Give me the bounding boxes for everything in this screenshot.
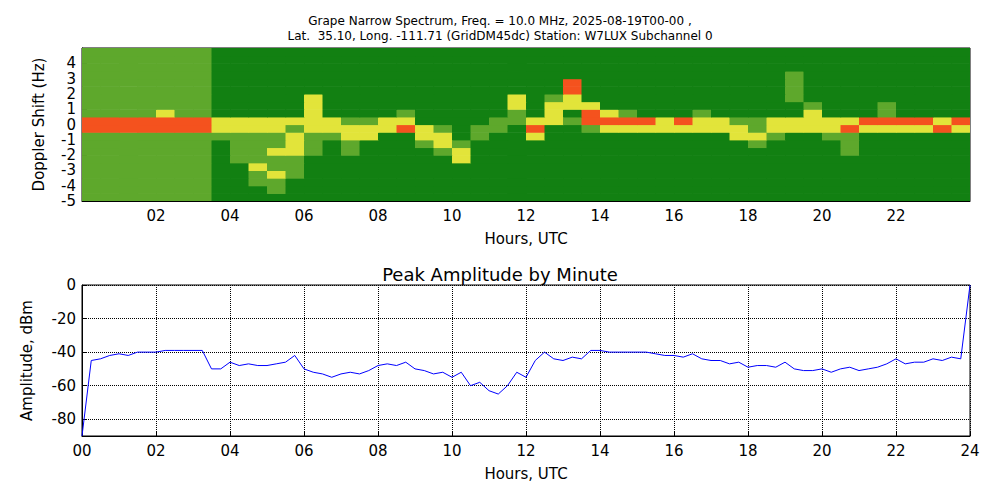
svg-text:14: 14 <box>590 207 609 225</box>
svg-text:06: 06 <box>294 442 313 460</box>
svg-text:08: 08 <box>368 207 387 225</box>
svg-text:22: 22 <box>886 442 905 460</box>
svg-text:-2: -2 <box>61 146 76 164</box>
svg-text:02: 02 <box>146 442 165 460</box>
svg-text:-60: -60 <box>52 377 77 395</box>
svg-text:Lat. 35.10, Long. -111.71 (Gr: Lat. 35.10, Long. -111.71 (GridDM45dc) S… <box>287 29 712 43</box>
svg-text:10: 10 <box>442 442 461 460</box>
svg-text:16: 16 <box>664 442 683 460</box>
svg-text:-3: -3 <box>61 161 76 180</box>
svg-text:04: 04 <box>220 207 239 225</box>
svg-text:24: 24 <box>960 442 979 460</box>
svg-text:Hours, UTC: Hours, UTC <box>484 230 567 248</box>
svg-text:-5: -5 <box>61 192 76 210</box>
svg-text:0: 0 <box>66 116 76 134</box>
svg-text:-40: -40 <box>52 343 77 361</box>
svg-text:Grape Narrow Spectrum, Freq. =: Grape Narrow Spectrum, Freq. = 10.0 MHz,… <box>308 14 691 28</box>
svg-text:2: 2 <box>66 85 76 103</box>
svg-text:-80: -80 <box>52 410 77 428</box>
svg-text:3: 3 <box>66 69 76 88</box>
svg-text:-1: -1 <box>61 131 76 149</box>
svg-text:18: 18 <box>738 442 757 460</box>
svg-text:02: 02 <box>146 207 165 225</box>
svg-text:04: 04 <box>220 442 239 460</box>
svg-text:1: 1 <box>66 100 76 119</box>
svg-text:00: 00 <box>72 442 91 460</box>
svg-text:06: 06 <box>294 207 313 225</box>
svg-text:10: 10 <box>442 207 461 225</box>
svg-text:20: 20 <box>812 442 831 460</box>
svg-text:14: 14 <box>590 442 609 460</box>
svg-text:16: 16 <box>664 207 683 225</box>
svg-text:12: 12 <box>516 207 535 225</box>
svg-text:Hours, UTC: Hours, UTC <box>484 465 567 483</box>
svg-text:12: 12 <box>516 442 535 460</box>
svg-text:22: 22 <box>886 207 905 225</box>
svg-text:08: 08 <box>368 442 387 460</box>
svg-text:Doppler Shift (Hz): Doppler Shift (Hz) <box>30 58 48 192</box>
svg-text:4: 4 <box>66 54 76 72</box>
svg-text:-4: -4 <box>61 177 76 195</box>
svg-text:20: 20 <box>812 207 831 225</box>
svg-text:Peak Amplitude by Minute: Peak Amplitude by Minute <box>382 264 618 285</box>
svg-text:Amplitude, dBm: Amplitude, dBm <box>18 300 36 421</box>
svg-text:18: 18 <box>738 207 757 225</box>
svg-text:0: 0 <box>66 276 76 294</box>
svg-text:-20: -20 <box>52 310 77 328</box>
